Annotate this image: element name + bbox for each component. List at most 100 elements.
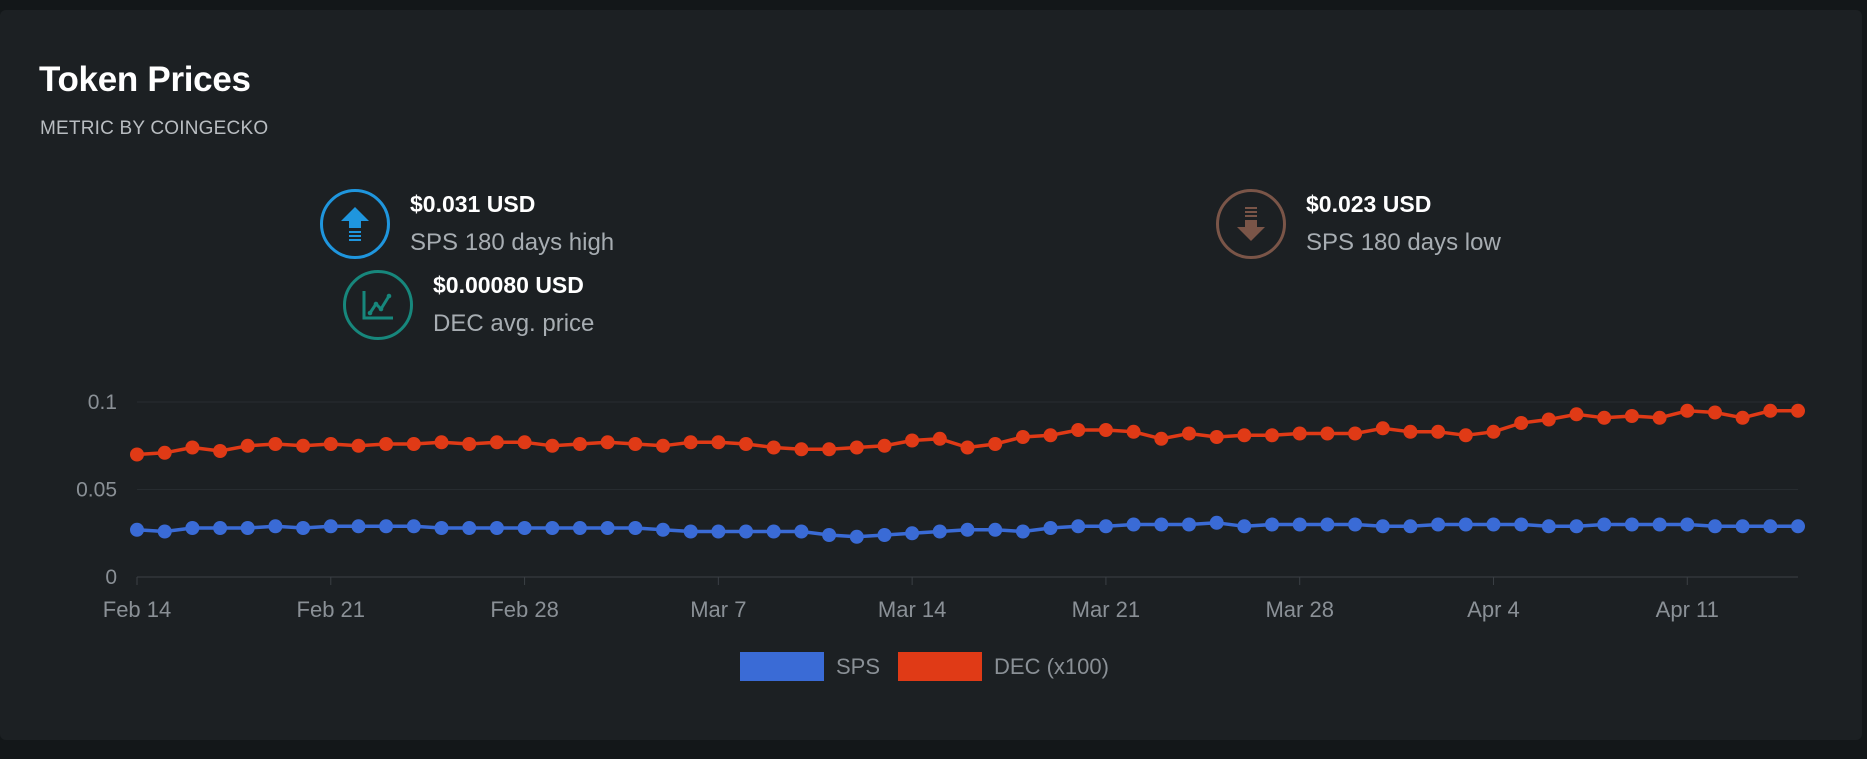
data-point-sps	[1071, 519, 1086, 534]
data-point-dec	[268, 437, 283, 451]
data-point-sps	[351, 519, 366, 534]
data-point-sps	[905, 526, 920, 541]
data-point-dec	[1237, 428, 1252, 443]
data-point-dec	[600, 435, 615, 450]
y-tick-label: 0	[105, 566, 117, 589]
data-point-dec	[1431, 424, 1446, 439]
data-point-dec	[1071, 423, 1086, 437]
data-point-dec	[1292, 426, 1307, 441]
data-point-sps	[1652, 517, 1667, 532]
data-point-sps	[1597, 517, 1612, 532]
data-point-sps	[517, 521, 532, 535]
data-point-sps	[1541, 519, 1556, 534]
data-point-sps	[1237, 519, 1252, 534]
data-point-dec	[1126, 424, 1141, 439]
legend-item-dec[interactable]: DEC (x100)	[898, 652, 1109, 681]
data-point-sps	[379, 519, 394, 534]
data-point-dec	[157, 445, 172, 460]
data-point-dec	[1735, 410, 1750, 425]
legend-item-sps[interactable]: SPS	[740, 652, 880, 681]
x-tick-label: Feb 14	[103, 597, 172, 622]
data-point-sps	[1708, 519, 1722, 534]
stat-value: $0.031 USD	[410, 191, 536, 217]
data-point-dec	[1098, 423, 1113, 437]
data-point-sps	[1209, 515, 1224, 530]
x-tick-label: Mar 28	[1265, 597, 1333, 622]
chart-legend: SPS DEC (x100)	[740, 652, 1127, 681]
data-point-dec	[711, 435, 726, 450]
data-point-dec	[849, 440, 864, 455]
data-point-sps	[1431, 517, 1446, 532]
x-tick-label: Feb 21	[297, 597, 366, 622]
data-point-sps	[434, 521, 449, 535]
y-tick-label: 0.05	[76, 479, 117, 502]
data-point-sps	[1043, 521, 1058, 535]
data-point-dec	[572, 437, 587, 451]
data-point-sps	[462, 521, 477, 535]
data-point-sps	[1735, 519, 1750, 534]
data-point-dec	[877, 438, 892, 453]
data-point-dec	[1182, 426, 1196, 441]
data-point-sps	[766, 524, 781, 539]
data-point-dec	[379, 437, 394, 451]
data-point-dec	[1541, 412, 1556, 427]
data-point-dec	[988, 437, 1003, 451]
x-tick-label: Feb 28	[490, 597, 559, 622]
legend-label-dec: DEC (x100)	[994, 653, 1109, 679]
data-point-sps	[1126, 517, 1141, 532]
data-point-dec	[1569, 407, 1584, 422]
data-point-dec	[130, 447, 144, 462]
data-point-sps	[1763, 519, 1778, 534]
stat-sps-low: $0.023 USD SPS 180 days low	[1216, 189, 1501, 259]
data-point-sps	[1154, 517, 1169, 532]
data-point-sps	[1265, 517, 1279, 532]
data-point-sps	[711, 524, 726, 539]
data-point-dec	[1708, 405, 1722, 420]
data-point-dec	[656, 438, 670, 453]
data-point-dec	[932, 431, 947, 446]
stat-dec-avg: $0.00080 USD DEC avg. price	[343, 270, 594, 340]
data-point-sps	[822, 528, 837, 542]
data-point-dec	[739, 437, 753, 451]
data-point-dec	[1458, 428, 1473, 443]
stat-label: SPS 180 days high	[410, 229, 615, 256]
data-point-sps	[240, 521, 255, 535]
data-point-dec	[1320, 426, 1335, 441]
data-point-sps	[1486, 517, 1501, 532]
arrow-up-icon	[320, 189, 390, 259]
x-tick-label: Apr 4	[1467, 597, 1520, 622]
stat-label: SPS 180 days low	[1306, 229, 1501, 256]
data-point-dec	[323, 437, 338, 451]
arrow-down-icon	[1216, 189, 1286, 259]
data-point-dec	[960, 440, 975, 455]
data-point-dec	[240, 438, 255, 453]
data-point-sps	[572, 521, 587, 535]
legend-swatch-sps	[740, 652, 824, 681]
data-point-dec	[1652, 410, 1667, 425]
legend-swatch-dec	[898, 652, 983, 681]
data-point-sps	[1348, 517, 1363, 532]
data-point-dec	[1763, 403, 1778, 418]
data-point-dec	[1624, 409, 1639, 423]
data-point-sps	[296, 521, 311, 535]
data-point-dec	[351, 438, 366, 453]
data-point-dec	[489, 435, 504, 450]
data-point-dec	[1209, 430, 1224, 444]
data-point-sps	[323, 519, 338, 534]
data-point-sps	[960, 522, 975, 537]
data-point-sps	[185, 521, 200, 535]
data-point-sps	[600, 521, 615, 535]
data-point-dec	[1486, 424, 1501, 439]
legend-label-sps: SPS	[836, 653, 881, 679]
data-point-dec	[1265, 428, 1279, 443]
line-chart-icon	[343, 270, 413, 340]
data-point-sps	[1458, 517, 1473, 532]
data-point-sps	[1292, 517, 1307, 532]
data-point-dec	[1514, 416, 1529, 430]
data-point-sps	[794, 524, 809, 539]
data-point-sps	[1403, 519, 1418, 534]
data-point-sps	[1514, 517, 1529, 532]
data-point-sps	[849, 529, 864, 544]
data-point-dec	[1791, 403, 1805, 418]
stat-value: $0.023 USD	[1306, 191, 1432, 217]
